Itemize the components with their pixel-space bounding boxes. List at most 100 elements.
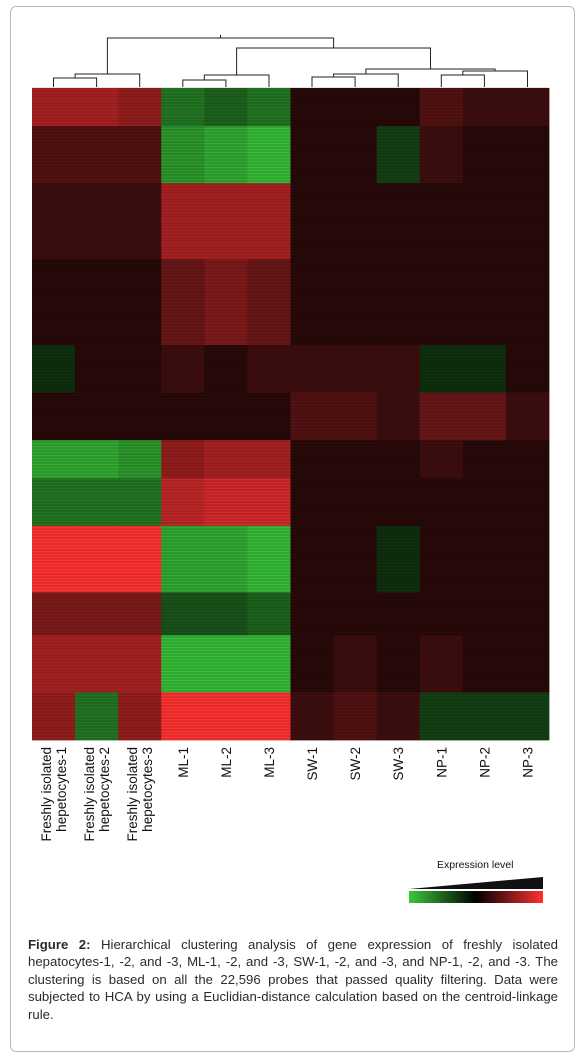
column-label: NP-1 xyxy=(434,747,449,778)
heatmap-cell xyxy=(32,183,76,260)
heatmap-cell xyxy=(161,478,205,527)
heatmap-cell xyxy=(204,88,248,127)
heatmap-figure: Freshly isolated hepetocytes-1 Freshly iso… xyxy=(32,35,550,903)
legend-color-bar xyxy=(409,891,543,903)
heatmap-cell xyxy=(290,440,334,479)
heatmap-cell xyxy=(32,259,76,346)
heatmap-cell xyxy=(204,592,248,636)
heatmap-cell xyxy=(247,183,291,260)
heatmap-cell xyxy=(290,592,334,636)
heatmap-cell xyxy=(32,392,76,441)
heatmap-cell xyxy=(161,259,205,346)
heatmap-cell xyxy=(333,692,378,741)
heatmap-cell xyxy=(75,478,119,527)
heatmap-cell xyxy=(75,344,119,393)
heatmap-cell xyxy=(32,478,76,527)
heatmap-cell xyxy=(118,344,162,393)
heatmap-cell xyxy=(462,392,507,441)
heatmap-cell xyxy=(75,592,119,636)
heatmap-cell xyxy=(204,478,248,527)
heatmap-cell xyxy=(161,525,205,593)
heatmap-cell xyxy=(32,88,76,127)
heatmap-cell xyxy=(333,183,378,260)
heatmap-cell xyxy=(118,259,162,346)
heatmap-cell xyxy=(204,440,248,479)
column-label: NP-3 xyxy=(521,747,536,778)
heatmap-cell xyxy=(333,259,378,346)
heatmap-cell xyxy=(75,525,119,593)
heatmap-cell xyxy=(32,692,76,741)
heatmap-cell xyxy=(247,478,291,527)
heatmap-cell xyxy=(462,478,507,527)
column-label: ML-1 xyxy=(176,747,191,778)
heatmap-cell xyxy=(419,183,464,260)
expression-legend: Expression level xyxy=(409,859,543,903)
dendrogram-link xyxy=(203,74,270,87)
heatmap-cell xyxy=(118,592,162,636)
heatmap-cell xyxy=(462,126,507,184)
dendrogram-link xyxy=(182,79,227,87)
heatmap-cell xyxy=(505,259,550,346)
heatmap-cell xyxy=(75,692,119,741)
heatmap-cell xyxy=(333,440,378,479)
heatmap-cells xyxy=(32,87,550,741)
heatmap-cell xyxy=(161,592,205,636)
column-label: hepetocytes-3 xyxy=(140,747,155,832)
column-label: SW-2 xyxy=(348,747,363,781)
heatmap-cell xyxy=(247,525,291,593)
legend-wedge xyxy=(409,877,543,889)
heatmap-cell xyxy=(376,478,421,527)
heatmap-cell xyxy=(333,392,378,441)
caption-text: Hierarchical clustering analysis of gene… xyxy=(28,937,558,1022)
heatmap-cell xyxy=(118,183,162,260)
dendrogram-link xyxy=(74,73,141,87)
heatmap-cell xyxy=(290,183,334,260)
heatmap-cell xyxy=(247,344,291,393)
heatmap-cell xyxy=(290,635,334,693)
heatmap-cell xyxy=(505,635,550,693)
dendrogram xyxy=(53,35,528,87)
heatmap-cell xyxy=(505,692,550,741)
legend-title: Expression level xyxy=(437,859,513,871)
heatmap-cell xyxy=(290,392,334,441)
heatmap-cell xyxy=(505,126,550,184)
heatmap-cell xyxy=(247,440,291,479)
heatmap-cell xyxy=(462,635,507,693)
heatmap-cell xyxy=(419,88,464,127)
heatmap-cell xyxy=(290,126,334,184)
heatmap-cell xyxy=(247,592,291,636)
heatmap-cell xyxy=(118,392,162,441)
heatmap-cell xyxy=(376,392,421,441)
heatmap-cell xyxy=(204,259,248,346)
heatmap-cell xyxy=(505,525,550,593)
heatmap-cell xyxy=(419,344,464,393)
heatmap-cell xyxy=(376,183,421,260)
heatmap-cell xyxy=(333,344,378,393)
column-label: ML-3 xyxy=(262,747,277,778)
column-label: hepetocytes-2 xyxy=(97,747,112,832)
heatmap-cell xyxy=(161,344,205,393)
heatmap-cell xyxy=(505,392,550,441)
heatmap-cell xyxy=(32,440,76,479)
heatmap-cell xyxy=(462,440,507,479)
heatmap-cell xyxy=(419,525,464,593)
heatmap-cell xyxy=(505,183,550,260)
heatmap-cell xyxy=(118,478,162,527)
heatmap-cell xyxy=(32,344,76,393)
heatmap-cell xyxy=(290,478,334,527)
heatmap-cell xyxy=(32,126,76,184)
heatmap-cell xyxy=(75,392,119,441)
heatmap-cell xyxy=(161,183,205,260)
heatmap-cell xyxy=(75,635,119,693)
heatmap-cell xyxy=(505,440,550,479)
column-label: Freshly isolated xyxy=(39,747,54,842)
heatmap-cell xyxy=(75,126,119,184)
heatmap-cell xyxy=(118,88,162,127)
heatmap-cell xyxy=(118,692,162,741)
heatmap-cell xyxy=(376,126,421,184)
heatmap-cell xyxy=(161,88,205,127)
heatmap-cell xyxy=(505,592,550,636)
heatmap-cell xyxy=(161,126,205,184)
heatmap-cell xyxy=(204,525,248,593)
heatmap-cell xyxy=(118,635,162,693)
